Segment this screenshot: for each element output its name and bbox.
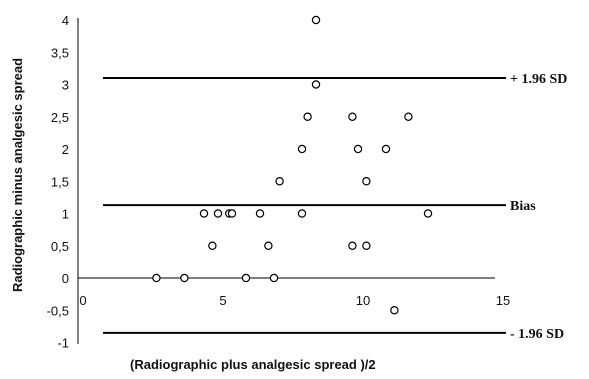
data-point bbox=[208, 241, 217, 250]
data-point bbox=[199, 209, 209, 218]
data-point bbox=[241, 273, 251, 283]
y-tick-label: 0 bbox=[62, 271, 69, 286]
reference-line-label: Bias bbox=[510, 199, 536, 214]
y-tick-label: -1 bbox=[57, 336, 69, 351]
y-tick-label: -0,5 bbox=[47, 303, 69, 318]
y-tick-label: 2,5 bbox=[51, 110, 69, 125]
y-tick-labels: 4 3,5 3 2,5 2 1,5 1 0,5 0 -0,5 -1 bbox=[47, 13, 69, 351]
data-point bbox=[381, 144, 391, 154]
data-point bbox=[180, 273, 189, 283]
data-point bbox=[404, 112, 413, 121]
reference-line-label: + 1.96 SD bbox=[510, 72, 567, 87]
data-point bbox=[311, 15, 321, 25]
y-tick-label: 1 bbox=[62, 207, 69, 222]
x-tick-label: 5 bbox=[219, 293, 226, 308]
data-point bbox=[152, 273, 161, 283]
y-axis: 4 3,5 3 2,5 2 1,5 1 0,5 0 -0,5 -1 bbox=[47, 13, 79, 351]
y-tick-label: 2 bbox=[62, 142, 69, 157]
reference-lines: + 1.96 SD Bias - 1.96 SD bbox=[103, 72, 567, 342]
y-tick-label: 1,5 bbox=[51, 174, 69, 189]
y-tick-label: 3 bbox=[62, 78, 69, 93]
data-point bbox=[353, 144, 363, 154]
x-tick-label: 15 bbox=[496, 293, 510, 308]
x-tick-label: 0 bbox=[79, 293, 86, 308]
x-tick-label: 10 bbox=[356, 293, 370, 308]
reference-line-label: - 1.96 SD bbox=[510, 327, 564, 342]
data-point bbox=[303, 112, 312, 121]
data-point bbox=[348, 112, 357, 121]
data-point bbox=[390, 306, 399, 315]
data-point bbox=[297, 144, 307, 154]
x-axis: 0 5 10 15 bbox=[78, 277, 510, 308]
data-point bbox=[348, 241, 357, 250]
data-point bbox=[311, 80, 321, 89]
x-axis-title: (Radiographic plus analgesic spread )/2 bbox=[130, 357, 376, 372]
data-point bbox=[362, 177, 371, 186]
data-point bbox=[255, 209, 265, 218]
data-point bbox=[362, 241, 371, 250]
data-point bbox=[264, 241, 273, 250]
x-tick-labels: 0 5 10 15 bbox=[79, 293, 510, 308]
y-tick-label: 0,5 bbox=[51, 239, 69, 254]
data-point bbox=[423, 209, 433, 218]
data-points bbox=[152, 15, 433, 315]
y-tick-label: 3,5 bbox=[51, 45, 69, 60]
data-point bbox=[297, 209, 307, 218]
data-point bbox=[227, 209, 237, 218]
data-point bbox=[269, 273, 279, 283]
data-point bbox=[275, 177, 284, 186]
y-axis-title: Radiographic minus analgesic spread bbox=[10, 58, 25, 292]
data-point bbox=[213, 209, 223, 218]
y-tick-label: 4 bbox=[62, 13, 69, 28]
